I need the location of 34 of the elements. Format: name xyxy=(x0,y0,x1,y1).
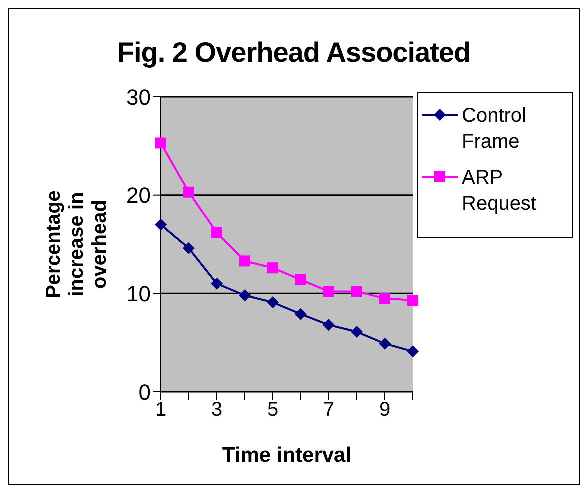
point xyxy=(184,186,194,198)
point xyxy=(408,295,418,306)
point xyxy=(379,338,391,350)
point xyxy=(323,319,335,332)
point xyxy=(156,138,166,149)
point xyxy=(211,278,223,290)
x-tick-label: 9 xyxy=(379,399,391,422)
point xyxy=(351,326,363,338)
point xyxy=(324,286,334,298)
chart-title: Fig. 2 Overhead Associated xyxy=(117,37,471,68)
y-tick-label: 0 xyxy=(138,380,151,405)
point xyxy=(212,227,222,238)
x-tick-label: 7 xyxy=(323,399,335,422)
x-tick-label: 3 xyxy=(211,399,223,422)
y-tick-label: 30 xyxy=(126,84,151,110)
y-tick-label: 10 xyxy=(126,281,151,306)
point xyxy=(267,296,279,309)
x-axis-title: Time interval xyxy=(222,444,352,467)
point xyxy=(295,308,307,320)
legend-label: ARP Request xyxy=(462,166,538,217)
point xyxy=(296,274,306,286)
point xyxy=(268,262,278,274)
y-axis-title: Percentage increase in overhead xyxy=(43,190,111,298)
point xyxy=(407,346,419,358)
point xyxy=(240,256,250,267)
point xyxy=(239,290,251,302)
legend-label: Control Frame xyxy=(462,104,528,155)
point xyxy=(380,293,390,304)
point xyxy=(183,242,195,254)
x-tick-label: 5 xyxy=(267,399,279,422)
x-tick-label: 1 xyxy=(155,399,167,422)
point xyxy=(352,286,362,298)
point xyxy=(155,218,167,231)
y-tick-label: 20 xyxy=(126,183,151,208)
